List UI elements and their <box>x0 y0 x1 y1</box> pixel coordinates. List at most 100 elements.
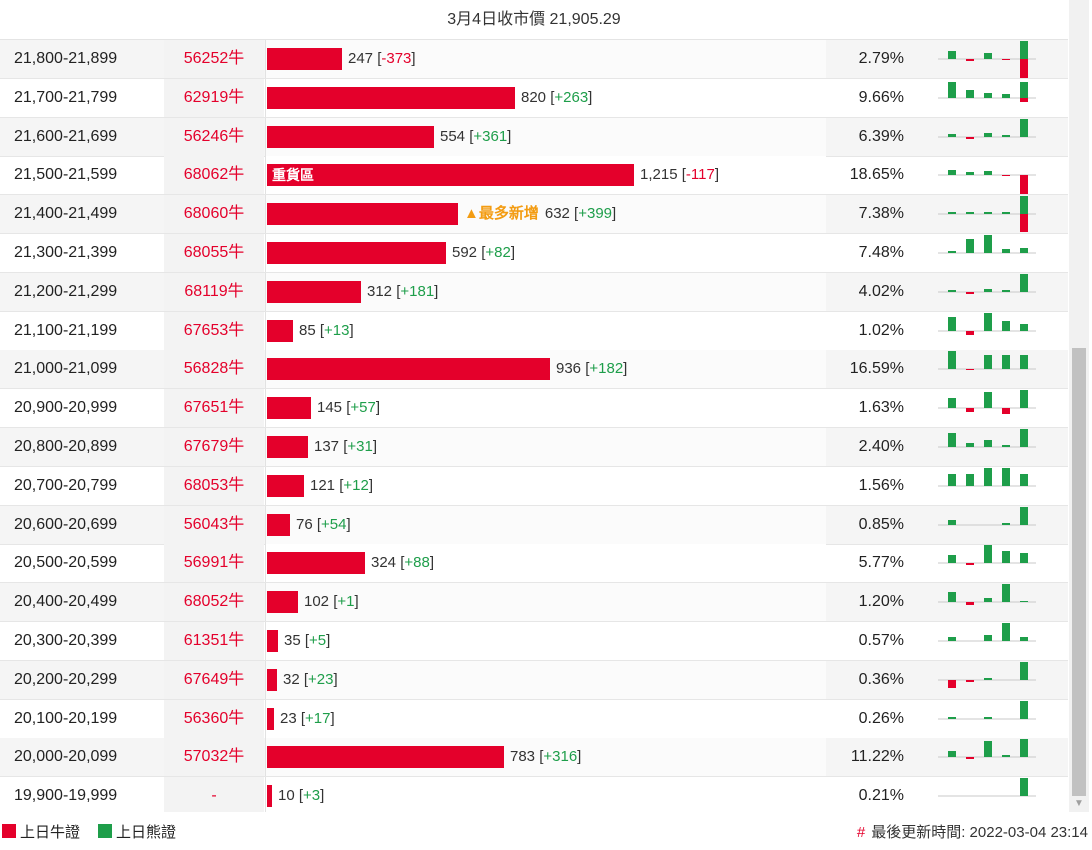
outstanding-bar-cell: 324 [+88] <box>265 544 826 583</box>
warrant-code-link[interactable]: 61351牛 <box>164 622 264 660</box>
percentage: 2.79% <box>858 50 904 67</box>
outstanding-value: 76 [+54] <box>296 515 351 533</box>
sparkline-bar <box>1002 93 1010 98</box>
history-sparkline <box>938 778 1036 797</box>
sparkline-bar <box>1020 739 1028 758</box>
warrant-code-link[interactable]: 68053牛 <box>164 466 264 505</box>
sparkline-bar <box>984 235 992 253</box>
sparkline-bar <box>948 637 956 641</box>
daily-change: +88 <box>404 554 430 572</box>
warrant-code-link[interactable]: 68055牛 <box>164 234 264 272</box>
history-sparkline <box>938 273 1036 294</box>
sparkline-bar <box>984 598 992 603</box>
outstanding-bar-cell: 312 [+181] <box>265 272 826 311</box>
table-row: 20,600-20,699 56043牛 76 [+54] 0.85% <box>0 505 1068 545</box>
daily-change: +57 <box>350 399 376 417</box>
warrant-code-link[interactable]: 68060牛 <box>164 195 264 234</box>
sparkline-bar <box>984 467 992 486</box>
warrant-code-link[interactable]: 68052牛 <box>164 583 264 622</box>
history-sparkline <box>938 118 1036 139</box>
outstanding-count: 76 <box>296 515 313 533</box>
outstanding-value: 936 [+182] <box>556 360 628 378</box>
sparkline-bar <box>1020 553 1028 564</box>
outstanding-value: 324 [+88] <box>371 554 434 572</box>
outstanding-value: 32 [+23] <box>283 670 338 688</box>
outstanding-bar <box>267 397 311 420</box>
outstanding-count: 820 <box>521 88 547 106</box>
percentage: 1.56% <box>858 476 904 494</box>
sparkline-bar <box>966 212 974 215</box>
sparkline-bar <box>966 291 974 294</box>
warrant-code-link[interactable]: 62919牛 <box>164 78 264 117</box>
history-sparkline <box>938 390 1036 415</box>
warrant-code-link[interactable]: 57032牛 <box>164 738 264 777</box>
table-row: 20,000-20,099 57032牛 783 [+316] 11.22% <box>0 738 1068 778</box>
strike-range: 20,200-20,299 <box>14 670 118 688</box>
vertical-scrollbar[interactable]: ▼ <box>1069 0 1089 812</box>
outstanding-bar-cell: 121 [+12] <box>265 466 826 505</box>
warrant-code-link[interactable]: 68119牛 <box>164 272 264 311</box>
warrant-code-link[interactable]: 56360牛 <box>164 699 264 738</box>
history-sparkline <box>938 429 1036 448</box>
sparkline-bar <box>984 741 992 758</box>
daily-change: +12 <box>343 476 369 494</box>
history-sparkline <box>938 312 1036 335</box>
percentage: 0.85% <box>858 515 904 533</box>
outstanding-bar <box>267 280 361 303</box>
warrant-code-link[interactable]: 68062牛 <box>164 156 264 195</box>
sparkline-bar <box>948 592 956 603</box>
sparkline-bar <box>1020 41 1028 59</box>
outstanding-bar <box>267 203 458 226</box>
bull-swatch-icon <box>2 824 16 838</box>
sparkline-bar <box>1020 175 1028 195</box>
sparkline-bar <box>1002 755 1010 758</box>
sparkline-bar <box>1002 623 1010 641</box>
outstanding-count: 632 <box>544 205 570 223</box>
outstanding-bar <box>267 319 293 342</box>
warrant-code-link[interactable]: 56828牛 <box>164 350 264 389</box>
warrant-code-link[interactable]: 67653牛 <box>164 311 264 350</box>
warrant-code-link[interactable]: 56252牛 <box>164 40 264 78</box>
history-sparkline <box>938 661 1036 688</box>
sparkline-bar <box>1020 81 1028 98</box>
sparkline-bar <box>984 635 992 641</box>
outstanding-bar-cell: ▲最多新增 632 [+399] <box>265 195 826 234</box>
warrant-code-link[interactable]: 56043牛 <box>164 505 264 544</box>
sparkline-bar <box>1002 212 1010 215</box>
warrant-code-link[interactable]: 67679牛 <box>164 428 264 466</box>
outstanding-bar-cell: 145 [+57] <box>265 389 826 428</box>
history-sparkline <box>938 467 1036 487</box>
sparkline-bar <box>984 53 992 59</box>
outstanding-value: 145 [+57] <box>317 399 380 417</box>
percentage: 7.38% <box>858 205 904 223</box>
scroll-down-arrow-icon[interactable]: ▼ <box>1074 798 1084 809</box>
daily-change: +263 <box>554 88 589 106</box>
warrant-code-link[interactable]: - <box>164 777 264 812</box>
sparkline-bar <box>948 473 956 486</box>
table-row: 21,300-21,399 68055牛 592 [+82] 7.48% <box>0 234 1068 273</box>
history-sparkline <box>938 623 1036 642</box>
percentage: 6.39% <box>858 127 904 145</box>
outstanding-count: 592 <box>452 244 478 261</box>
sparkline-bar <box>948 316 956 331</box>
outstanding-count: 324 <box>371 554 397 572</box>
sparkline-bar <box>1002 320 1010 331</box>
warrant-code-link[interactable]: 67649牛 <box>164 660 264 699</box>
sparkline-bar <box>948 555 956 564</box>
sparkline-bar <box>1002 289 1010 292</box>
warrant-code-link[interactable]: 56991牛 <box>164 544 264 583</box>
sparkline-bar <box>966 602 974 606</box>
table-row: 20,700-20,799 68053牛 121 [+12] 1.56% <box>0 466 1068 506</box>
warrant-code-link[interactable]: 56246牛 <box>164 117 264 156</box>
scrollbar-thumb[interactable] <box>1072 348 1086 796</box>
sparkline-bar <box>948 212 956 215</box>
sparkline-bar <box>1002 467 1010 486</box>
sparkline-bar <box>966 679 974 682</box>
warrant-code-link[interactable]: 67651牛 <box>164 389 264 428</box>
outstanding-bar-cell: 32 [+23] <box>265 660 826 699</box>
percentage: 0.26% <box>858 709 904 727</box>
sparkline-bar <box>1002 175 1010 177</box>
strike-range: 20,600-20,699 <box>14 515 118 533</box>
daily-change: +316 <box>543 748 578 766</box>
sparkline-bar <box>1020 506 1028 525</box>
